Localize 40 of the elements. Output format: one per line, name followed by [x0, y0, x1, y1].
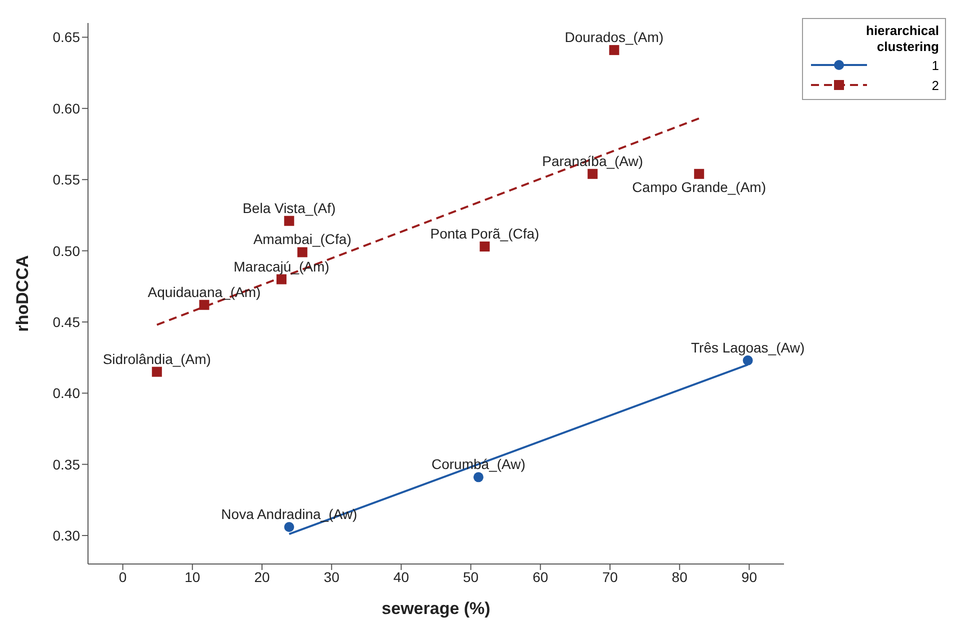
text: 2	[932, 78, 939, 92]
point	[742, 355, 753, 366]
point	[473, 472, 484, 482]
y-tick-label: 0.40	[52, 385, 80, 402]
x-tick-label: 50	[463, 568, 479, 585]
x-tick-label: 20	[254, 568, 270, 585]
x-tick-label: 0	[118, 568, 127, 585]
x-axis-title: sewerage (%)	[382, 599, 490, 618]
x-tick-label: 10	[184, 568, 200, 585]
annotation: Ponta Porã_(Cfa)	[430, 226, 540, 242]
point	[284, 522, 294, 532]
annotation: Três Lagoas_(Aw)	[691, 339, 805, 356]
y-axis-title: rhoDCCA	[13, 255, 32, 332]
x-tick-label: 70	[602, 568, 618, 585]
point	[152, 366, 162, 377]
point	[694, 168, 704, 179]
y-tick-label: 0.60	[52, 100, 80, 116]
text: 1	[932, 58, 939, 72]
point	[284, 216, 294, 226]
x-tick-label: 90	[741, 568, 758, 585]
y-tick-label: 0.45	[52, 314, 80, 330]
y-tick-label: 0.35	[52, 456, 80, 472]
annotation: Sidrolândia_(Am)	[102, 350, 211, 367]
y-tick-label: 0.50	[52, 242, 80, 259]
annotation: Bela Vista_(Af)	[242, 200, 336, 216]
y-tick-label: 0.55	[52, 172, 80, 188]
annotation: Amambai_(Cfa)	[253, 231, 352, 248]
point	[297, 247, 308, 258]
annotation: Dourados_(Am)	[564, 29, 664, 46]
point	[480, 242, 490, 252]
point	[588, 168, 598, 179]
point	[609, 45, 620, 56]
x-tick-label: 40	[393, 568, 410, 585]
x-tick-label: 80	[672, 568, 688, 585]
legend-title: hierarchical clustering	[865, 23, 939, 55]
y-tick-label: 0.30	[52, 527, 80, 544]
x-tick-label: 30	[324, 568, 340, 585]
annotation: Campo Grande_(Am)	[632, 178, 766, 195]
y-tick-label: 0.65	[52, 29, 80, 46]
x-tick-label: 60	[532, 568, 548, 585]
